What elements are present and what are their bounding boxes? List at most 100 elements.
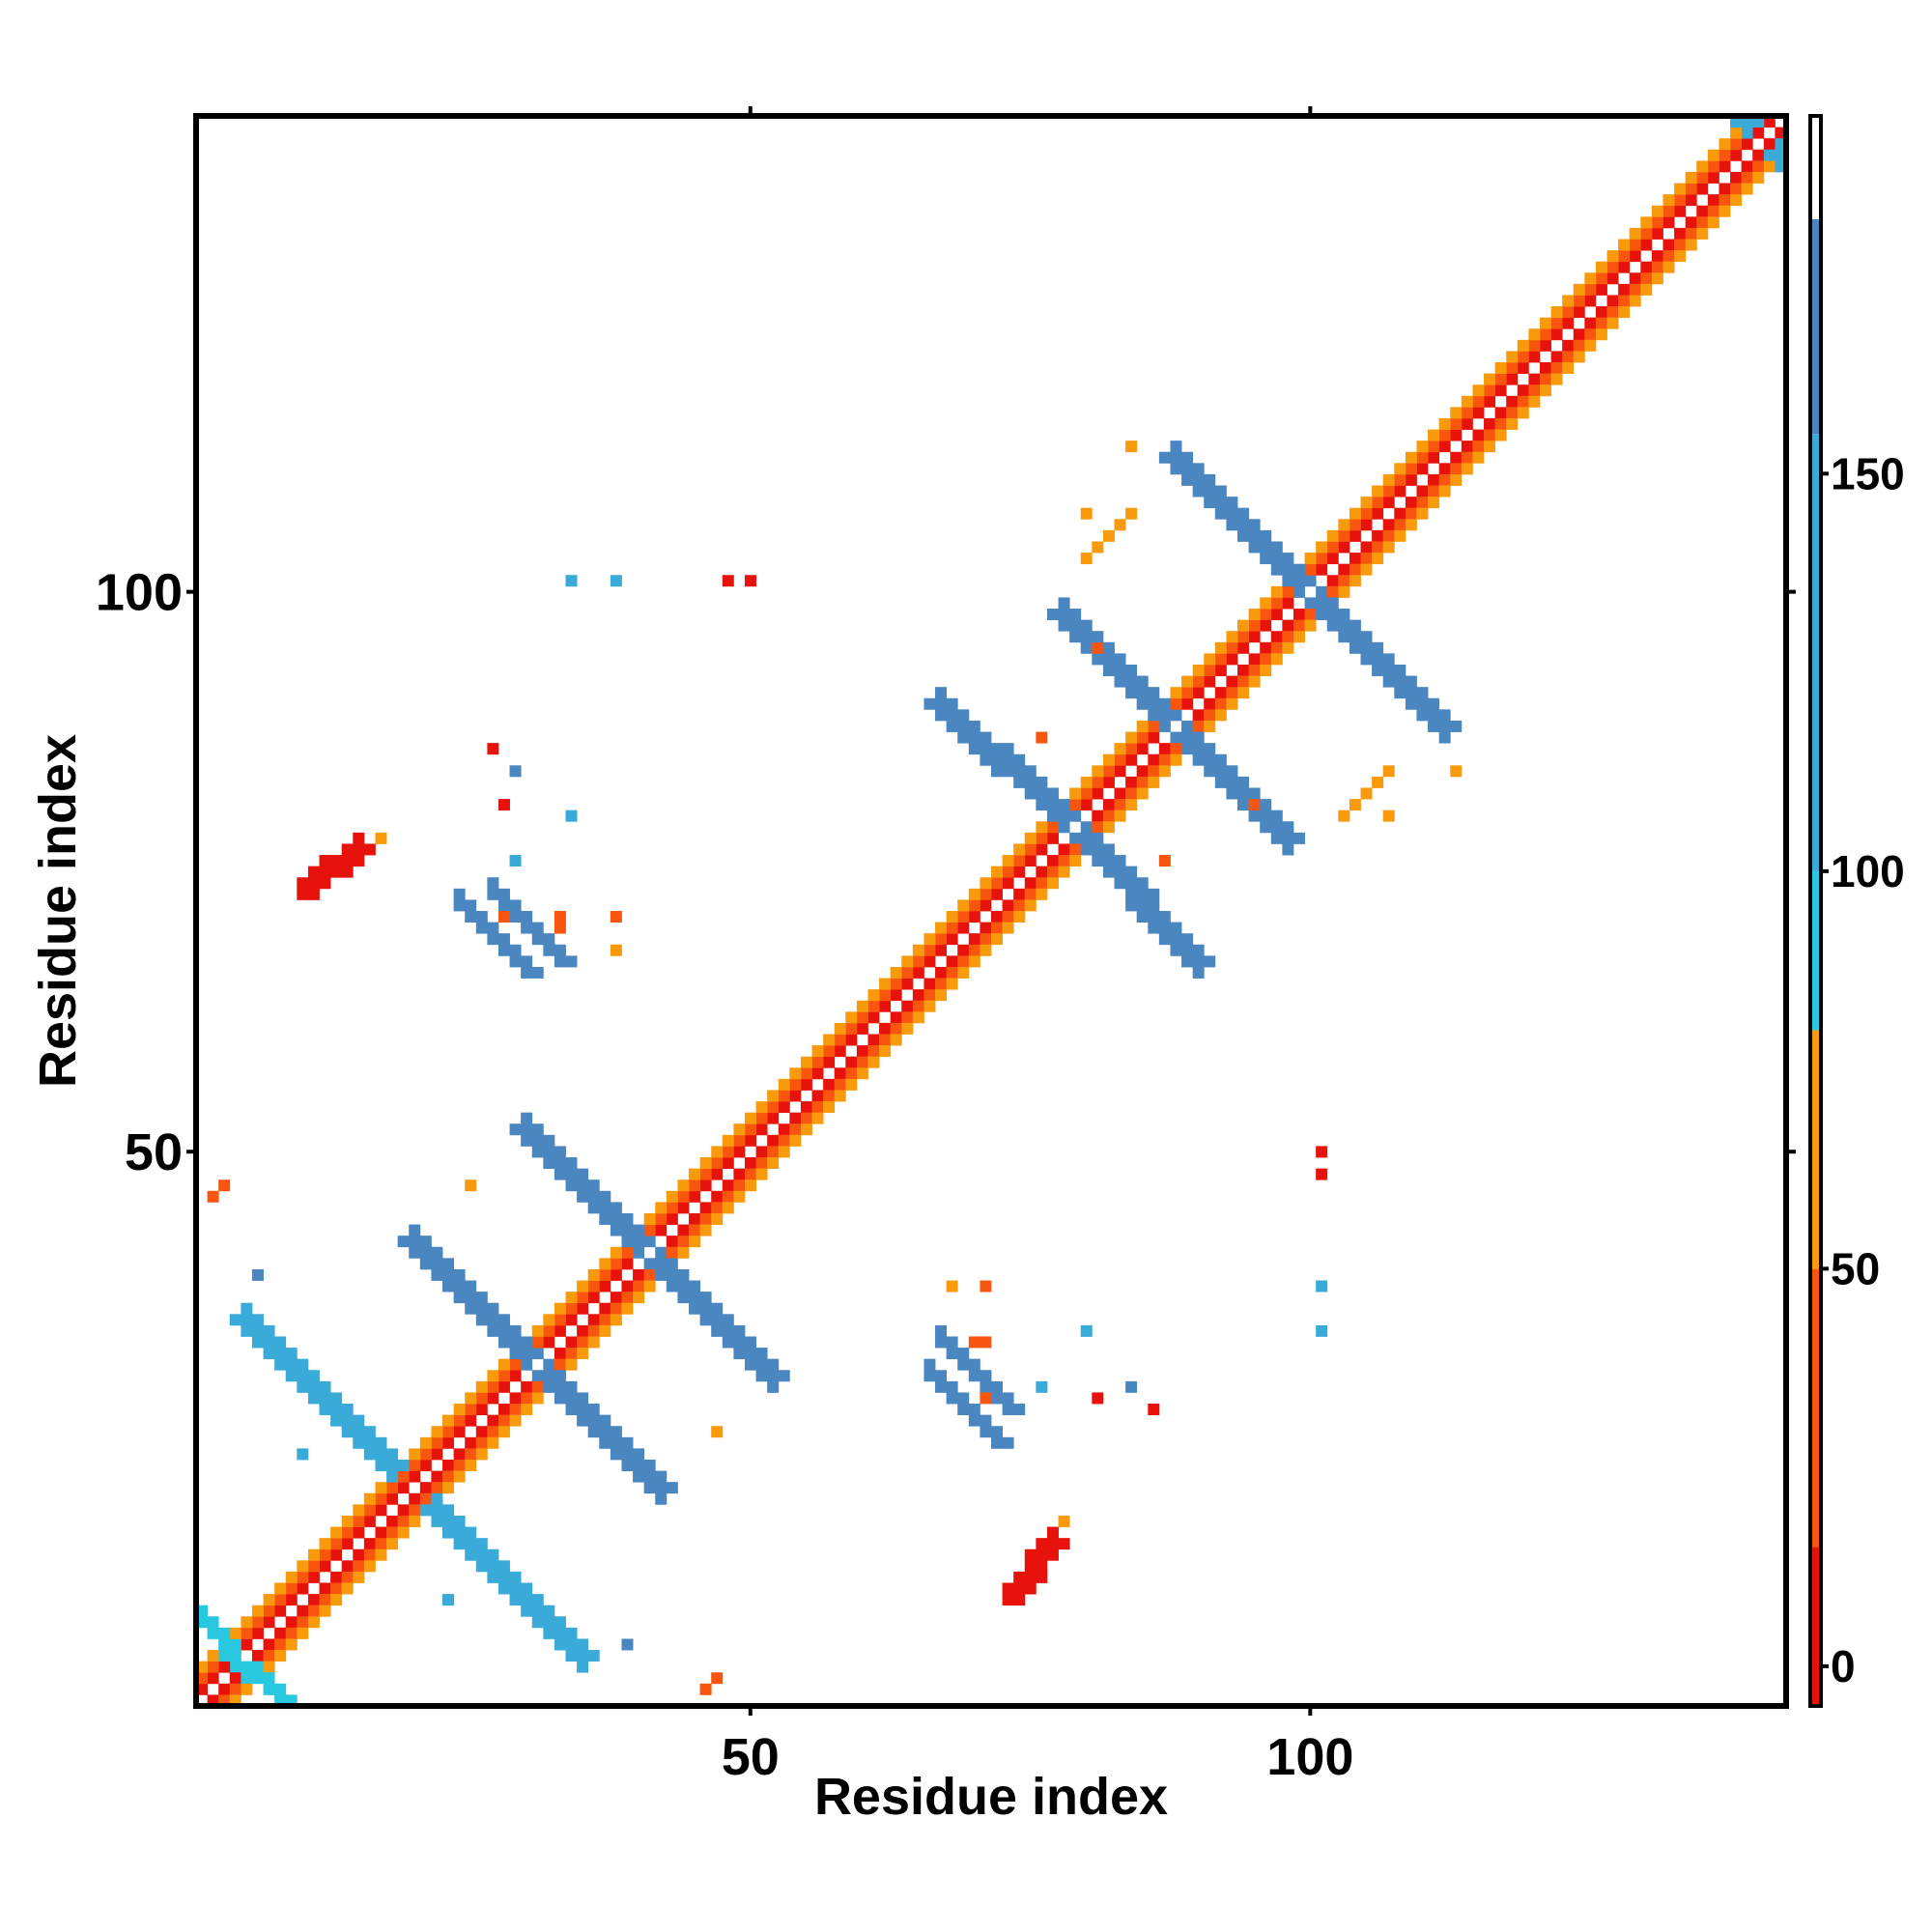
y-tick-label: 100	[96, 564, 183, 622]
heatmap-cell	[419, 1448, 432, 1461]
heatmap-cell	[1394, 463, 1406, 475]
heatmap-cell	[1484, 417, 1496, 430]
heatmap-cell	[1270, 609, 1283, 621]
heatmap-cell	[353, 843, 365, 856]
heatmap-cell	[655, 1246, 668, 1259]
heatmap-cell	[1270, 653, 1283, 666]
heatmap-cell	[1707, 216, 1719, 229]
heatmap-cell	[1181, 955, 1194, 968]
heatmap-cell	[677, 1224, 690, 1236]
heatmap-cell	[867, 1034, 880, 1046]
heatmap-cell	[1170, 753, 1182, 766]
heatmap-cell	[890, 1011, 902, 1024]
heatmap-cell	[733, 1168, 746, 1180]
heatmap-cell	[699, 1212, 712, 1225]
heatmap-cell	[1260, 664, 1272, 676]
heatmap-cell	[1002, 1582, 1014, 1595]
heatmap-cell	[689, 1168, 701, 1180]
heatmap-cell	[263, 1336, 275, 1349]
heatmap-cell	[1069, 810, 1082, 822]
heatmap-cell	[453, 1526, 466, 1539]
heatmap-cell	[1114, 743, 1126, 755]
heatmap-cell	[1080, 619, 1093, 632]
heatmap-cell	[1372, 529, 1384, 542]
heatmap-cell	[1372, 497, 1384, 509]
heatmap-cell	[823, 1101, 836, 1114]
heatmap-cell	[699, 1168, 712, 1180]
heatmap-cell	[1248, 631, 1261, 643]
heatmap-cell	[610, 1212, 622, 1225]
heatmap-cell	[565, 1392, 578, 1405]
heatmap-cell	[1763, 149, 1776, 161]
heatmap-cell	[890, 989, 902, 1002]
heatmap-cell	[1640, 227, 1653, 240]
heatmap-cell	[778, 1134, 790, 1147]
heatmap-cell	[1148, 753, 1160, 766]
heatmap-cell	[1125, 799, 1138, 811]
heatmap-cell	[957, 709, 970, 722]
heatmap-cell	[1181, 944, 1194, 956]
heatmap-cell	[531, 1594, 544, 1606]
heatmap-cell	[363, 1436, 376, 1449]
heatmap-cell	[923, 978, 936, 990]
heatmap-cell	[509, 955, 522, 968]
heatmap-cell	[1651, 205, 1663, 217]
heatmap-cell	[521, 1134, 533, 1147]
heatmap-cell	[1506, 395, 1519, 408]
heatmap-cell	[733, 1190, 746, 1203]
heatmap-cell	[251, 1324, 264, 1337]
heatmap-cell	[465, 1436, 477, 1449]
heatmap-cell	[1270, 563, 1283, 576]
heatmap-cell	[1237, 507, 1249, 520]
heatmap-cell	[711, 1146, 724, 1158]
heatmap-cell	[946, 1280, 958, 1293]
heatmap-cell	[856, 1022, 868, 1035]
heatmap-cell	[1360, 507, 1373, 520]
heatmap-cell	[946, 1392, 958, 1405]
heatmap-cell	[497, 1560, 510, 1573]
heatmap-cell	[1562, 295, 1575, 307]
heatmap-cell	[263, 1661, 275, 1673]
heatmap-cell	[1237, 787, 1249, 800]
heatmap-cell	[554, 955, 566, 968]
heatmap-cell	[274, 1358, 287, 1371]
heatmap-cell	[1674, 239, 1687, 251]
heatmap-cell	[980, 888, 992, 900]
heatmap-cell	[890, 978, 902, 990]
heatmap-cell	[251, 1650, 264, 1662]
heatmap-cell	[465, 1538, 477, 1550]
heatmap-cell	[487, 1370, 499, 1382]
heatmap-cell	[1248, 664, 1261, 676]
heatmap-cell	[1539, 339, 1551, 352]
heatmap-cell	[1148, 720, 1160, 732]
heatmap-cell	[565, 810, 578, 822]
heatmap-cell	[1640, 261, 1653, 273]
x-axis-label: Residue index	[814, 1768, 1168, 1826]
heatmap-cell	[1136, 899, 1149, 912]
heatmap-cell	[1550, 328, 1563, 341]
heatmap-cell	[1360, 519, 1373, 531]
heatmap-cell	[980, 1336, 992, 1349]
heatmap-cell	[1192, 955, 1205, 968]
heatmap-cell	[621, 1459, 634, 1471]
heatmap-cell	[711, 1157, 724, 1169]
heatmap-cell	[1237, 631, 1249, 643]
heatmap-cell	[1013, 1571, 1026, 1583]
heatmap-cell	[1046, 1548, 1059, 1561]
heatmap-cell	[1752, 127, 1765, 139]
heatmap-cell	[1080, 832, 1093, 844]
heatmap-cell	[823, 1045, 836, 1058]
heatmap-cell	[1517, 395, 1529, 408]
heatmap-cell	[1629, 283, 1641, 296]
heatmap-cell	[554, 1638, 566, 1651]
heatmap-cell	[1248, 541, 1261, 554]
heatmap-cell	[297, 888, 309, 900]
heatmap-cell	[263, 1672, 275, 1685]
heatmap-cell	[1618, 261, 1631, 273]
heatmap-cell	[1158, 765, 1171, 778]
heatmap-cell	[353, 1548, 365, 1561]
heatmap-cell	[980, 944, 992, 956]
heatmap-cell	[890, 966, 902, 979]
heatmap-cell	[1382, 485, 1395, 497]
heatmap-cell	[565, 1404, 578, 1416]
